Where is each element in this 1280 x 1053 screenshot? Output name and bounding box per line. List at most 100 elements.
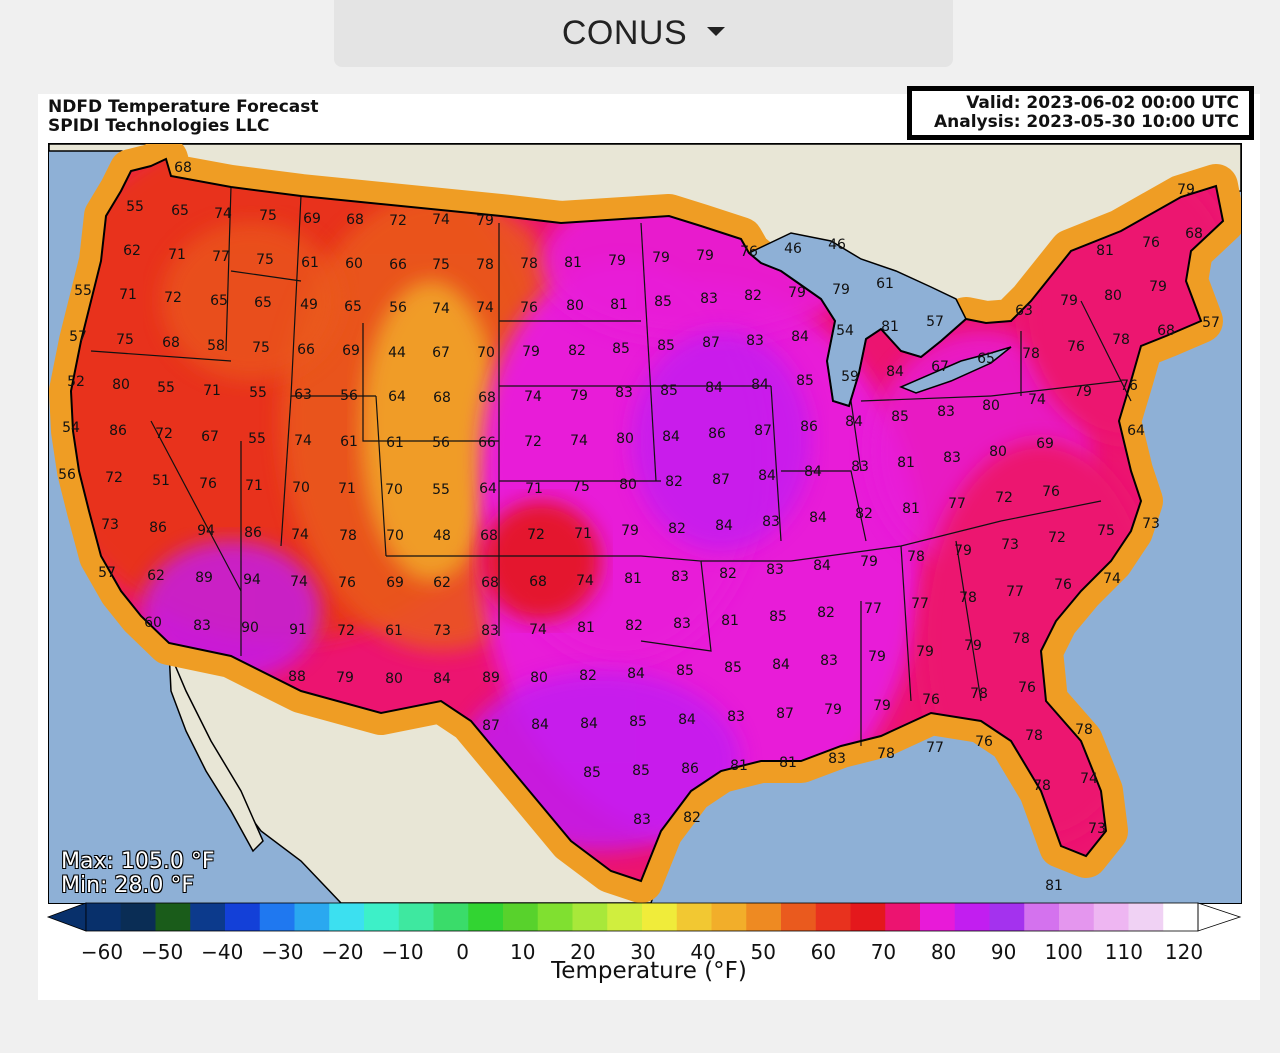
- temp-label: 80: [530, 670, 548, 686]
- temp-label: 66: [297, 342, 315, 358]
- temp-label: 81: [902, 501, 920, 517]
- temp-label: 72: [1048, 530, 1066, 546]
- temp-label: 79: [873, 698, 891, 714]
- temp-label: 72: [527, 527, 545, 543]
- temp-label: 65: [210, 293, 228, 309]
- temp-label: 69: [386, 575, 404, 591]
- temp-label: 62: [147, 568, 165, 584]
- valid-time-box: Valid: 2023-06-02 00:00 UTC Analysis: 20…: [907, 86, 1254, 140]
- temp-label: 73: [1142, 516, 1160, 532]
- temp-label: 78: [1022, 346, 1040, 362]
- region-dropdown[interactable]: CONUS: [334, 0, 953, 67]
- temp-label: 74: [294, 433, 312, 449]
- temp-label: 75: [572, 479, 590, 495]
- state-border-22: [860, 395, 992, 402]
- state-border-13: [640, 555, 712, 652]
- temp-label: 59: [841, 369, 859, 385]
- temp-label: 61: [385, 623, 403, 639]
- temp-label: 87: [712, 472, 730, 488]
- colorbar-swatch: [364, 903, 400, 931]
- colorbar-tick-label: 20: [570, 940, 596, 964]
- temp-label: 79: [652, 250, 670, 266]
- temp-label: 75: [256, 252, 274, 268]
- temp-label: 65: [171, 203, 189, 219]
- temp-label: 69: [303, 211, 321, 227]
- colorbar-swatch: [1163, 903, 1199, 931]
- temp-label: 65: [344, 299, 362, 315]
- temp-label: 79: [832, 282, 850, 298]
- us-outline: [69, 157, 1225, 883]
- temp-label: 79: [916, 644, 934, 660]
- temp-label: 85: [676, 663, 694, 679]
- temp-label: 74: [1103, 571, 1121, 587]
- region-dropdown-label: CONUS: [561, 14, 688, 52]
- colorbar-swatch: [781, 903, 817, 931]
- temp-label: 84: [845, 414, 863, 430]
- temp-label: 74: [529, 622, 547, 638]
- temp-label: 94: [243, 572, 261, 588]
- colorbar-swatch: [711, 903, 747, 931]
- temp-label: 68: [480, 528, 498, 544]
- temp-label: 79: [696, 248, 714, 264]
- colorbar-tick-label: 0: [456, 940, 470, 964]
- temp-label: 74: [576, 573, 594, 589]
- temp-label: 84: [751, 377, 769, 393]
- colorbar-swatch: [676, 903, 712, 931]
- temp-label: 80: [989, 444, 1007, 460]
- temp-label: 84: [758, 468, 776, 484]
- temp-label: 76: [1120, 378, 1138, 394]
- state-border-16: [850, 400, 862, 472]
- temp-label: 44: [388, 345, 406, 361]
- colorbar-tick-label: 120: [1164, 940, 1204, 964]
- colorbar-swatch: [398, 903, 434, 931]
- temp-label: 68: [529, 574, 547, 590]
- temp-label: 61: [301, 255, 319, 271]
- colorbar-swatch: [1128, 903, 1164, 931]
- temp-label: 65: [254, 295, 272, 311]
- temp-label: 84: [804, 464, 822, 480]
- temp-label: 46: [784, 241, 802, 257]
- temp-label: 80: [385, 671, 403, 687]
- state-boundaries: [90, 186, 1132, 746]
- temp-label: 72: [995, 490, 1013, 506]
- temp-label: 82: [579, 668, 597, 684]
- temp-label: 82: [855, 506, 873, 522]
- temp-label: 85: [612, 341, 630, 357]
- colorbar-scale: [46, 902, 1242, 932]
- temp-label: 84: [678, 712, 696, 728]
- temp-label: 72: [389, 213, 407, 229]
- temp-label: 55: [249, 385, 267, 401]
- state-border-0: [225, 186, 232, 352]
- temp-label: 68: [162, 335, 180, 351]
- temp-label: 76: [1042, 484, 1060, 500]
- colorbar-tick-label: 100: [1044, 940, 1083, 964]
- temp-label: 72: [164, 290, 182, 306]
- temp-label: 84: [715, 518, 733, 534]
- temp-label: 76: [520, 300, 538, 316]
- colorbar-tick-label: 70: [870, 940, 897, 964]
- temp-label: 79: [621, 523, 639, 539]
- temp-label: 83: [727, 709, 745, 725]
- temp-label: 71: [338, 481, 356, 497]
- temp-label: 68: [1185, 226, 1203, 242]
- temp-label: 84: [627, 666, 645, 682]
- colorbar-tick-label: 10: [510, 940, 536, 964]
- temp-label: 83: [671, 569, 689, 585]
- temp-label: 74: [432, 301, 450, 317]
- temp-label: 60: [144, 615, 162, 631]
- figure-subtitle: SPIDI Technologies LLC: [48, 116, 270, 136]
- temp-label: 87: [702, 335, 720, 351]
- state-border-10: [640, 222, 657, 482]
- temp-label: 55: [74, 283, 92, 299]
- temp-label: 76: [975, 734, 993, 750]
- temp-label: 86: [708, 426, 726, 442]
- temp-label: 57: [1202, 315, 1220, 331]
- map-frame[interactable]: 68 55 65 74 75 69 68 72 74 79 62 71 77 75 61 60 66 75 78 78…: [48, 143, 1242, 904]
- temp-label: 76: [1018, 680, 1036, 696]
- colorbar-swatch: [885, 903, 921, 931]
- temp-label: 74: [1080, 771, 1098, 787]
- temp-label: 85: [796, 373, 814, 389]
- temp-label: 79: [860, 554, 878, 570]
- temp-label: 55: [248, 431, 266, 447]
- temp-label: 89: [482, 670, 500, 686]
